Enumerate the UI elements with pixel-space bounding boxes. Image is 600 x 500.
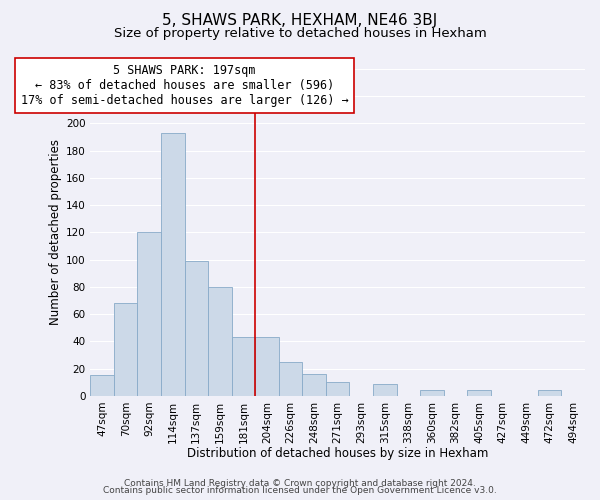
Bar [137, 232, 161, 396]
Text: Contains public sector information licensed under the Open Government Licence v3: Contains public sector information licen… [103, 486, 497, 495]
Text: 5 SHAWS PARK: 197sqm
← 83% of detached houses are smaller (596)
17% of semi-deta: 5 SHAWS PARK: 197sqm ← 83% of detached h… [20, 64, 349, 107]
Y-axis label: Number of detached properties: Number of detached properties [49, 140, 62, 326]
Bar [279, 362, 302, 396]
Bar [232, 338, 255, 396]
Bar [255, 338, 279, 396]
Bar [91, 376, 114, 396]
Bar [420, 390, 443, 396]
X-axis label: Distribution of detached houses by size in Hexham: Distribution of detached houses by size … [187, 447, 488, 460]
Bar [467, 390, 491, 396]
Bar [373, 384, 397, 396]
Text: Size of property relative to detached houses in Hexham: Size of property relative to detached ho… [113, 28, 487, 40]
Bar [114, 303, 137, 396]
Bar [185, 261, 208, 396]
Bar [302, 374, 326, 396]
Bar [538, 390, 562, 396]
Text: 5, SHAWS PARK, HEXHAM, NE46 3BJ: 5, SHAWS PARK, HEXHAM, NE46 3BJ [163, 12, 437, 28]
Bar [326, 382, 349, 396]
Bar [208, 287, 232, 396]
Bar [161, 133, 185, 396]
Text: Contains HM Land Registry data © Crown copyright and database right 2024.: Contains HM Land Registry data © Crown c… [124, 478, 476, 488]
